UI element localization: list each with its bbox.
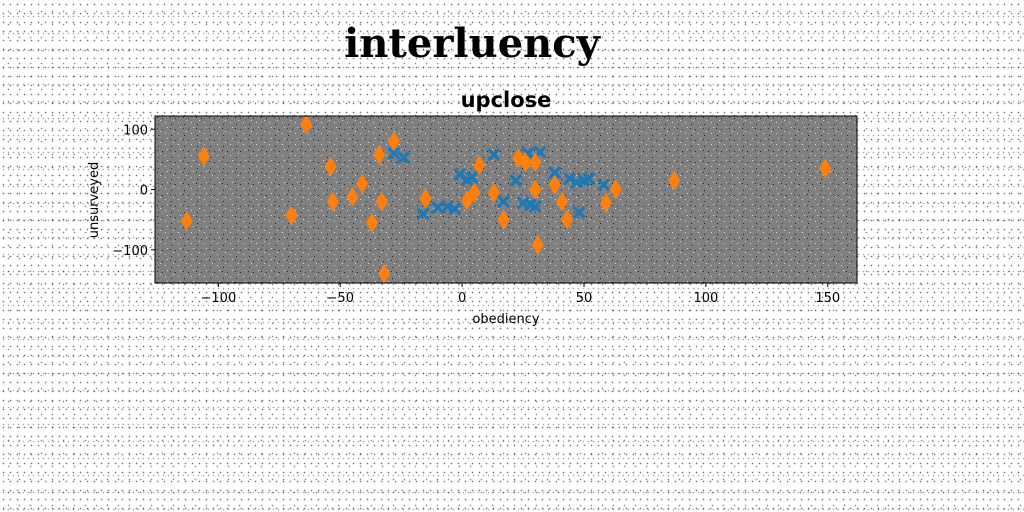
data-point-series2 [300, 114, 313, 135]
chart-suptitle: interluency [344, 20, 601, 67]
x-tick-label: −50 [327, 291, 354, 306]
data-point-series2 [531, 235, 544, 256]
data-point-series2 [387, 131, 400, 152]
data-point-series1 [597, 178, 610, 192]
data-point-series2 [375, 191, 388, 212]
data-point-series2 [599, 192, 612, 213]
data-point-series2 [529, 179, 542, 200]
data-point-series1 [582, 172, 596, 186]
data-point-series2 [365, 212, 378, 233]
data-point-series2 [519, 152, 532, 173]
data-point-series1 [572, 205, 586, 219]
data-point-series1 [465, 170, 479, 184]
data-point-series2 [461, 190, 473, 211]
data-point-series2 [819, 158, 832, 179]
chart-title: upclose [461, 88, 552, 112]
data-point-series1 [562, 172, 576, 186]
data-point-series1 [548, 166, 562, 180]
data-point-series2 [609, 179, 622, 200]
data-point-series2 [197, 146, 210, 167]
data-point-series1 [487, 148, 501, 162]
data-point-series2 [356, 173, 369, 194]
data-point-series2 [548, 174, 561, 195]
data-point-series2 [419, 188, 432, 209]
x-tick-label: 0 [458, 291, 466, 306]
data-point-series2 [326, 191, 339, 212]
data-point-series1 [416, 207, 430, 221]
y-tick-label: 0 [140, 184, 148, 199]
data-point-series2 [468, 182, 481, 203]
x-tick-label: −100 [201, 291, 237, 306]
data-point-series2 [560, 209, 573, 230]
x-tick-label: 100 [693, 291, 718, 306]
data-point-series2 [346, 186, 359, 207]
data-point-series2 [556, 191, 569, 212]
data-point-series2 [378, 263, 391, 284]
data-point-series1 [431, 201, 445, 215]
data-point-series2 [668, 170, 681, 191]
data-point-series2 [529, 152, 542, 173]
y-tick-label: 100 [123, 123, 148, 138]
data-point-series1 [397, 151, 411, 165]
data-point-series1 [528, 199, 542, 213]
data-point-series2 [487, 182, 500, 203]
data-point-series2 [285, 205, 298, 226]
data-point-series1 [509, 174, 523, 188]
data-point-series1 [497, 195, 511, 209]
plot-area: −100 −50 0 50 100 150 −100 0 100 [112, 114, 858, 306]
x-axis-label: obediency [472, 312, 539, 327]
data-point-series1 [387, 146, 401, 160]
data-point-series1 [448, 202, 462, 216]
data-point-series2 [473, 155, 486, 176]
data-point-series2 [373, 144, 386, 165]
y-axis-label: unsurveyed [87, 162, 102, 238]
y-tick-label: −100 [112, 244, 148, 259]
data-point-series2 [324, 156, 337, 177]
x-tick-label: 50 [576, 291, 593, 306]
data-point-series2 [497, 209, 510, 230]
plot-frame [154, 115, 858, 284]
data-point-series2 [180, 210, 193, 231]
x-tick-label: 150 [815, 291, 840, 306]
